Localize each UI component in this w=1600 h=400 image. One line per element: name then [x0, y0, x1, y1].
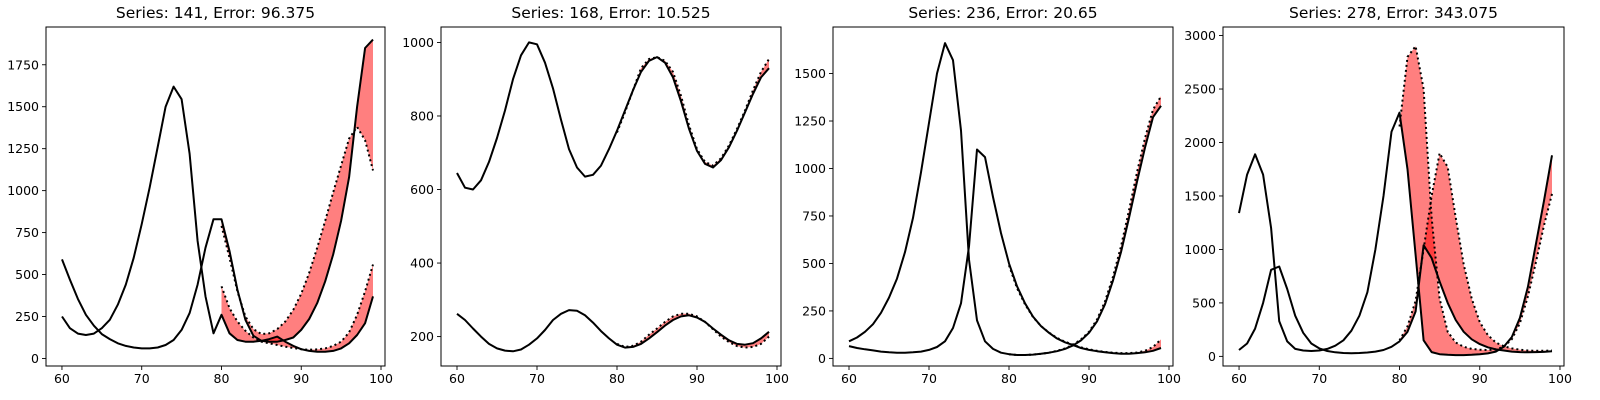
- panel-4-y-tick-label: 0: [1208, 349, 1216, 364]
- panel-3-title: Series: 236, Error: 20.65: [908, 4, 1097, 22]
- panel-2-y-tick-label: 1000: [402, 35, 434, 50]
- panel-2-y-tick-label: 800: [410, 108, 434, 123]
- panel-3-x-tick-label: 90: [1081, 371, 1097, 386]
- panel-3-y-tick-label: 1250: [794, 114, 826, 129]
- panel-3-x-tick-label: 100: [1157, 371, 1181, 386]
- panel-1-title: Series: 141, Error: 96.375: [116, 4, 315, 22]
- panel-4-series-2-actual-line: [1238, 244, 1553, 355]
- panel-1-series-2-actual-line: [61, 85, 374, 353]
- panel-2-y-tick-label: 600: [410, 182, 434, 197]
- panel-4: Series: 278, Error: 343.075 60 70 80 90 1000…: [1184, 4, 1572, 386]
- panel-1-axes-frame: [45, 26, 386, 367]
- panel-1-x-tick-label: 80: [214, 371, 230, 386]
- panel-3-y-tick-label: 0: [818, 351, 826, 366]
- panel-1-series-1-actual-line: [61, 38, 374, 350]
- panel-3-x-tick-label: 70: [921, 371, 937, 386]
- panel-3: Series: 236, Error: 20.65 60 70 80 90 100025…: [794, 4, 1181, 386]
- panel-2-series-1-forecast-line: [616, 56, 770, 167]
- panel-1-y-tick-label: 750: [15, 225, 39, 240]
- panel-2: Series: 168, Error: 10.525 60 70 80 90 100 20…: [402, 4, 789, 386]
- panel-4-x-tick-label: 70: [1311, 371, 1327, 386]
- panel-4-title: Series: 278, Error: 343.075: [1289, 4, 1498, 22]
- panel-1-y-tick-label: 1500: [7, 99, 39, 114]
- panel-1-y-tick-label: 1750: [7, 57, 39, 72]
- panel-1-x-tick-label: 60: [54, 371, 70, 386]
- panel-1-x-tick-label: 70: [134, 371, 150, 386]
- panel-3-y-tick-label: 1000: [794, 161, 826, 176]
- panel-1-series-1-error-band: [221, 39, 373, 342]
- panel-4-series-2-forecast-line: [1398, 150, 1553, 352]
- panel-2-title: Series: 168, Error: 10.525: [511, 4, 710, 22]
- panel-4-axes-frame: [1222, 26, 1565, 367]
- panel-1: Series: 141, Error: 96.375 60 70 80 90 10002…: [7, 4, 393, 386]
- panel-2-x-tick-label: 70: [529, 371, 545, 386]
- panel-2-series-2-error-band: [617, 313, 769, 348]
- panel-3-series-2-error-band: [1009, 263, 1161, 354]
- panel-2-x-tick-label: 60: [449, 371, 465, 386]
- panel-1-y-tick-label: 250: [15, 309, 39, 324]
- panel-4-series-2-error-band: [1399, 153, 1552, 353]
- panel-1-y-tick-label: 1000: [7, 183, 39, 198]
- panel-4-y-tick-label: 1500: [1184, 188, 1216, 203]
- panel-2-x-tick-label: 90: [689, 371, 705, 386]
- panel-4-x-tick-label: 80: [1392, 371, 1408, 386]
- panel-1-y-tick-label: 500: [15, 267, 39, 282]
- panel-2-series-2-actual-line: [456, 309, 770, 353]
- panel-3-x-tick-label: 60: [841, 371, 857, 386]
- panel-2-series-1-actual-line: [456, 41, 770, 191]
- panel-3-y-tick-label: 1500: [794, 66, 826, 81]
- panel-2-x-tick-label: 100: [765, 371, 789, 386]
- panel-4-y-tick-label: 1000: [1184, 242, 1216, 257]
- panel-4-y-tick-label: 3000: [1184, 28, 1216, 43]
- panel-2-x-tick-label: 80: [609, 371, 625, 386]
- panel-4-series-1-forecast-line: [1398, 43, 1553, 352]
- panel-3-y-tick-label: 500: [802, 256, 826, 271]
- panel-3-y-tick-label: 750: [802, 208, 826, 223]
- panel-1-y-tick-label: 0: [31, 351, 39, 366]
- panel-3-series-1-actual-line: [848, 42, 1162, 356]
- panel-4-y-tick-label: 2500: [1184, 82, 1216, 97]
- panel-1-y-tick-label: 1250: [7, 141, 39, 156]
- panel-3-y-tick-label: 250: [802, 303, 826, 318]
- panel-1-x-tick-label: 100: [369, 371, 393, 386]
- panel-3-x-tick-label: 80: [1001, 371, 1017, 386]
- panel-4-x-tick-label: 90: [1472, 371, 1488, 386]
- panel-3-series-2-actual-line: [848, 148, 1162, 355]
- panel-4-x-tick-label: 60: [1231, 371, 1247, 386]
- panel-1-series-1-forecast-line: [220, 125, 374, 336]
- panel-3-axes-frame: [832, 26, 1174, 367]
- panel-1-x-tick-label: 90: [293, 371, 309, 386]
- panel-2-axes-frame: [440, 26, 782, 367]
- panel-3-series-2-forecast-line: [1008, 264, 1162, 355]
- panel-2-y-tick-label: 400: [410, 256, 434, 271]
- panel-2-y-tick-label: 200: [410, 329, 434, 344]
- panel-4-series-1-actual-line: [1238, 111, 1553, 357]
- panel-4-series-1-error-band: [1399, 46, 1552, 356]
- panel-4-y-tick-label: 2000: [1184, 135, 1216, 150]
- panel-4-x-tick-label: 100: [1548, 371, 1572, 386]
- panel-4-y-tick-label: 500: [1192, 295, 1216, 310]
